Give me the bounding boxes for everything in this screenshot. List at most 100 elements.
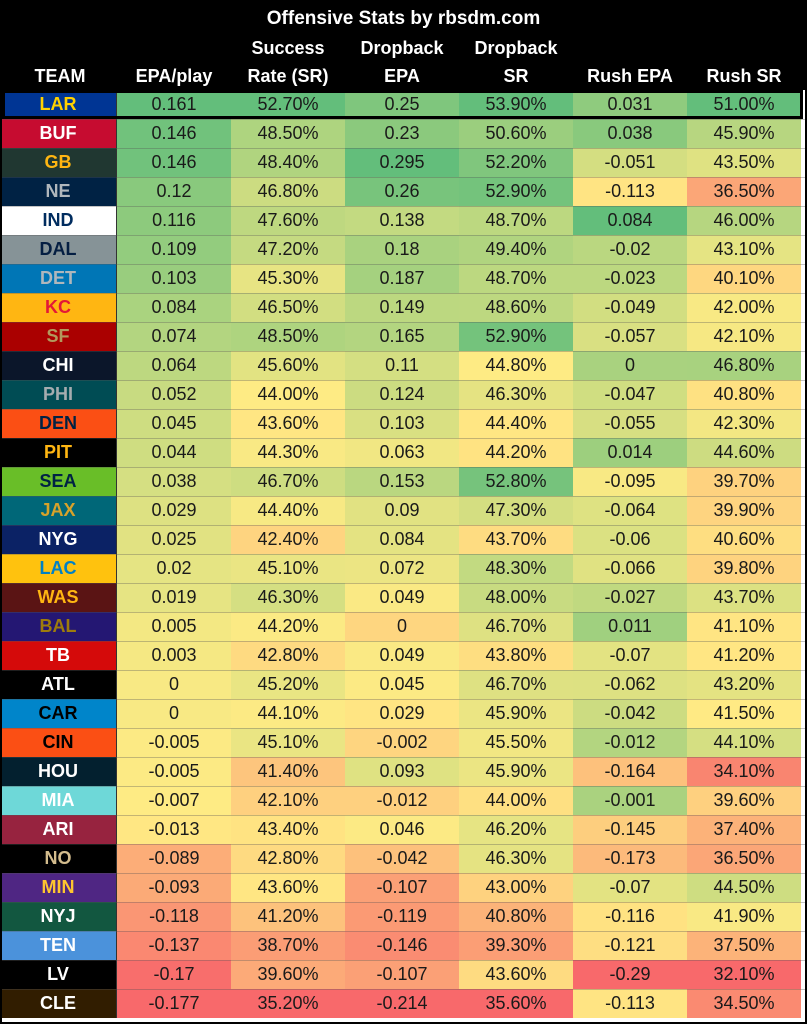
team-label: CAR: [0, 699, 117, 728]
cell-success-rate: 44.00%: [231, 380, 345, 409]
cell-dropback-epa: 0.084: [345, 525, 459, 554]
cell-rush-epa: 0.014: [573, 438, 687, 467]
header-team: TEAM: [3, 34, 117, 90]
cell-dropback-sr: 48.00%: [459, 583, 573, 612]
cell-rush-epa: 0.084: [573, 206, 687, 235]
cell-epa-play: -0.17: [117, 960, 231, 989]
cell-success-rate: 42.40%: [231, 525, 345, 554]
row-divider: [0, 844, 807, 845]
team-label: LAC: [0, 554, 117, 583]
row-divider: [0, 670, 807, 671]
team-label: IND: [0, 206, 117, 235]
row-divider: [0, 612, 807, 613]
cell-epa-play: -0.089: [117, 844, 231, 873]
cell-dropback-sr: 44.40%: [459, 409, 573, 438]
row-divider: [0, 496, 807, 497]
cell-dropback-epa: 0.029: [345, 699, 459, 728]
team-label: ARI: [0, 815, 117, 844]
table-row: ARI -0.013 43.40% 0.046 46.20% -0.145 37.40%: [0, 815, 807, 844]
header-team-line2: TEAM: [34, 66, 86, 86]
row-divider: [0, 989, 807, 990]
row-divider: [0, 293, 807, 294]
team-label: CLE: [0, 989, 117, 1018]
table-row: NO -0.089 42.80% -0.042 46.30% -0.173 36.50%: [0, 844, 807, 873]
cell-rush-epa: 0.031: [573, 90, 687, 119]
cell-epa-play: 0.029: [117, 496, 231, 525]
cell-rush-sr: 44.10%: [687, 728, 801, 757]
cell-rush-sr: 40.10%: [687, 264, 801, 293]
table-row: NYG 0.025 42.40% 0.084 43.70% -0.06 40.60%: [0, 525, 807, 554]
cell-rush-sr: 36.50%: [687, 844, 801, 873]
cell-dropback-epa: 0.049: [345, 641, 459, 670]
cell-success-rate: 42.10%: [231, 786, 345, 815]
team-label: GB: [0, 148, 117, 177]
table-row: CIN -0.005 45.10% -0.002 45.50% -0.012 44.10%: [0, 728, 807, 757]
cell-success-rate: 38.70%: [231, 931, 345, 960]
cell-rush-epa: -0.113: [573, 177, 687, 206]
cell-dropback-epa: 0.049: [345, 583, 459, 612]
table-row: KC 0.084 46.50% 0.149 48.60% -0.049 42.00%: [0, 293, 807, 322]
cell-dropback-epa: 0.063: [345, 438, 459, 467]
cell-epa-play: 0: [117, 670, 231, 699]
cell-success-rate: 45.10%: [231, 554, 345, 583]
cell-dropback-sr: 48.30%: [459, 554, 573, 583]
cell-rush-epa: -0.116: [573, 902, 687, 931]
team-label: TEN: [0, 931, 117, 960]
cell-dropback-epa: 0: [345, 612, 459, 641]
cell-dropback-sr: 43.00%: [459, 873, 573, 902]
row-divider: [0, 322, 807, 323]
cell-rush-sr: 41.90%: [687, 902, 801, 931]
cell-epa-play: -0.177: [117, 989, 231, 1018]
row-divider: [0, 641, 807, 642]
cell-rush-epa: -0.145: [573, 815, 687, 844]
row-divider: [0, 786, 807, 787]
cell-dropback-epa: 0.149: [345, 293, 459, 322]
cell-dropback-sr: 44.80%: [459, 351, 573, 380]
row-divider: [0, 235, 807, 236]
cell-rush-sr: 45.90%: [687, 119, 801, 148]
cell-rush-epa: -0.062: [573, 670, 687, 699]
cell-dropback-sr: 43.80%: [459, 641, 573, 670]
cell-dropback-epa: -0.107: [345, 873, 459, 902]
cell-dropback-epa: -0.002: [345, 728, 459, 757]
cell-success-rate: 46.30%: [231, 583, 345, 612]
cell-rush-sr: 40.80%: [687, 380, 801, 409]
cell-dropback-sr: 52.20%: [459, 148, 573, 177]
table-row: DET 0.103 45.30% 0.187 48.70% -0.023 40.10%: [0, 264, 807, 293]
cell-rush-sr: 51.00%: [687, 90, 801, 119]
team-label: DET: [0, 264, 117, 293]
cell-dropback-sr: 35.60%: [459, 989, 573, 1018]
header-rush-sr: Rush SR: [687, 34, 801, 90]
cell-rush-sr: 43.10%: [687, 235, 801, 264]
cell-success-rate: 43.40%: [231, 815, 345, 844]
cell-rush-sr: 43.50%: [687, 148, 801, 177]
row-divider: [0, 264, 807, 265]
row-divider: [0, 873, 807, 874]
cell-dropback-epa: -0.107: [345, 960, 459, 989]
row-divider: [0, 699, 807, 700]
cell-rush-epa: 0: [573, 351, 687, 380]
cell-success-rate: 45.20%: [231, 670, 345, 699]
cell-success-rate: 41.20%: [231, 902, 345, 931]
cell-dropback-sr: 52.80%: [459, 467, 573, 496]
table-row: IND 0.116 47.60% 0.138 48.70% 0.084 46.00%: [0, 206, 807, 235]
cell-rush-sr: 32.10%: [687, 960, 801, 989]
table-row: LAR 0.161 52.70% 0.25 53.90% 0.031 51.00%: [0, 90, 807, 119]
cell-dropback-sr: 49.40%: [459, 235, 573, 264]
cell-dropback-sr: 45.90%: [459, 757, 573, 786]
team-label: SF: [0, 322, 117, 351]
cell-epa-play: 0.003: [117, 641, 231, 670]
cell-dropback-epa: 0.25: [345, 90, 459, 119]
cell-dropback-epa: -0.042: [345, 844, 459, 873]
cell-dropback-sr: 46.20%: [459, 815, 573, 844]
cell-success-rate: 48.50%: [231, 322, 345, 351]
cell-epa-play: 0: [117, 699, 231, 728]
team-label: TB: [0, 641, 117, 670]
cell-rush-epa: -0.049: [573, 293, 687, 322]
cell-dropback-epa: -0.012: [345, 786, 459, 815]
team-label: DEN: [0, 409, 117, 438]
cell-epa-play: 0.052: [117, 380, 231, 409]
row-divider: [0, 815, 807, 816]
cell-dropback-epa: 0.138: [345, 206, 459, 235]
cell-rush-sr: 34.10%: [687, 757, 801, 786]
